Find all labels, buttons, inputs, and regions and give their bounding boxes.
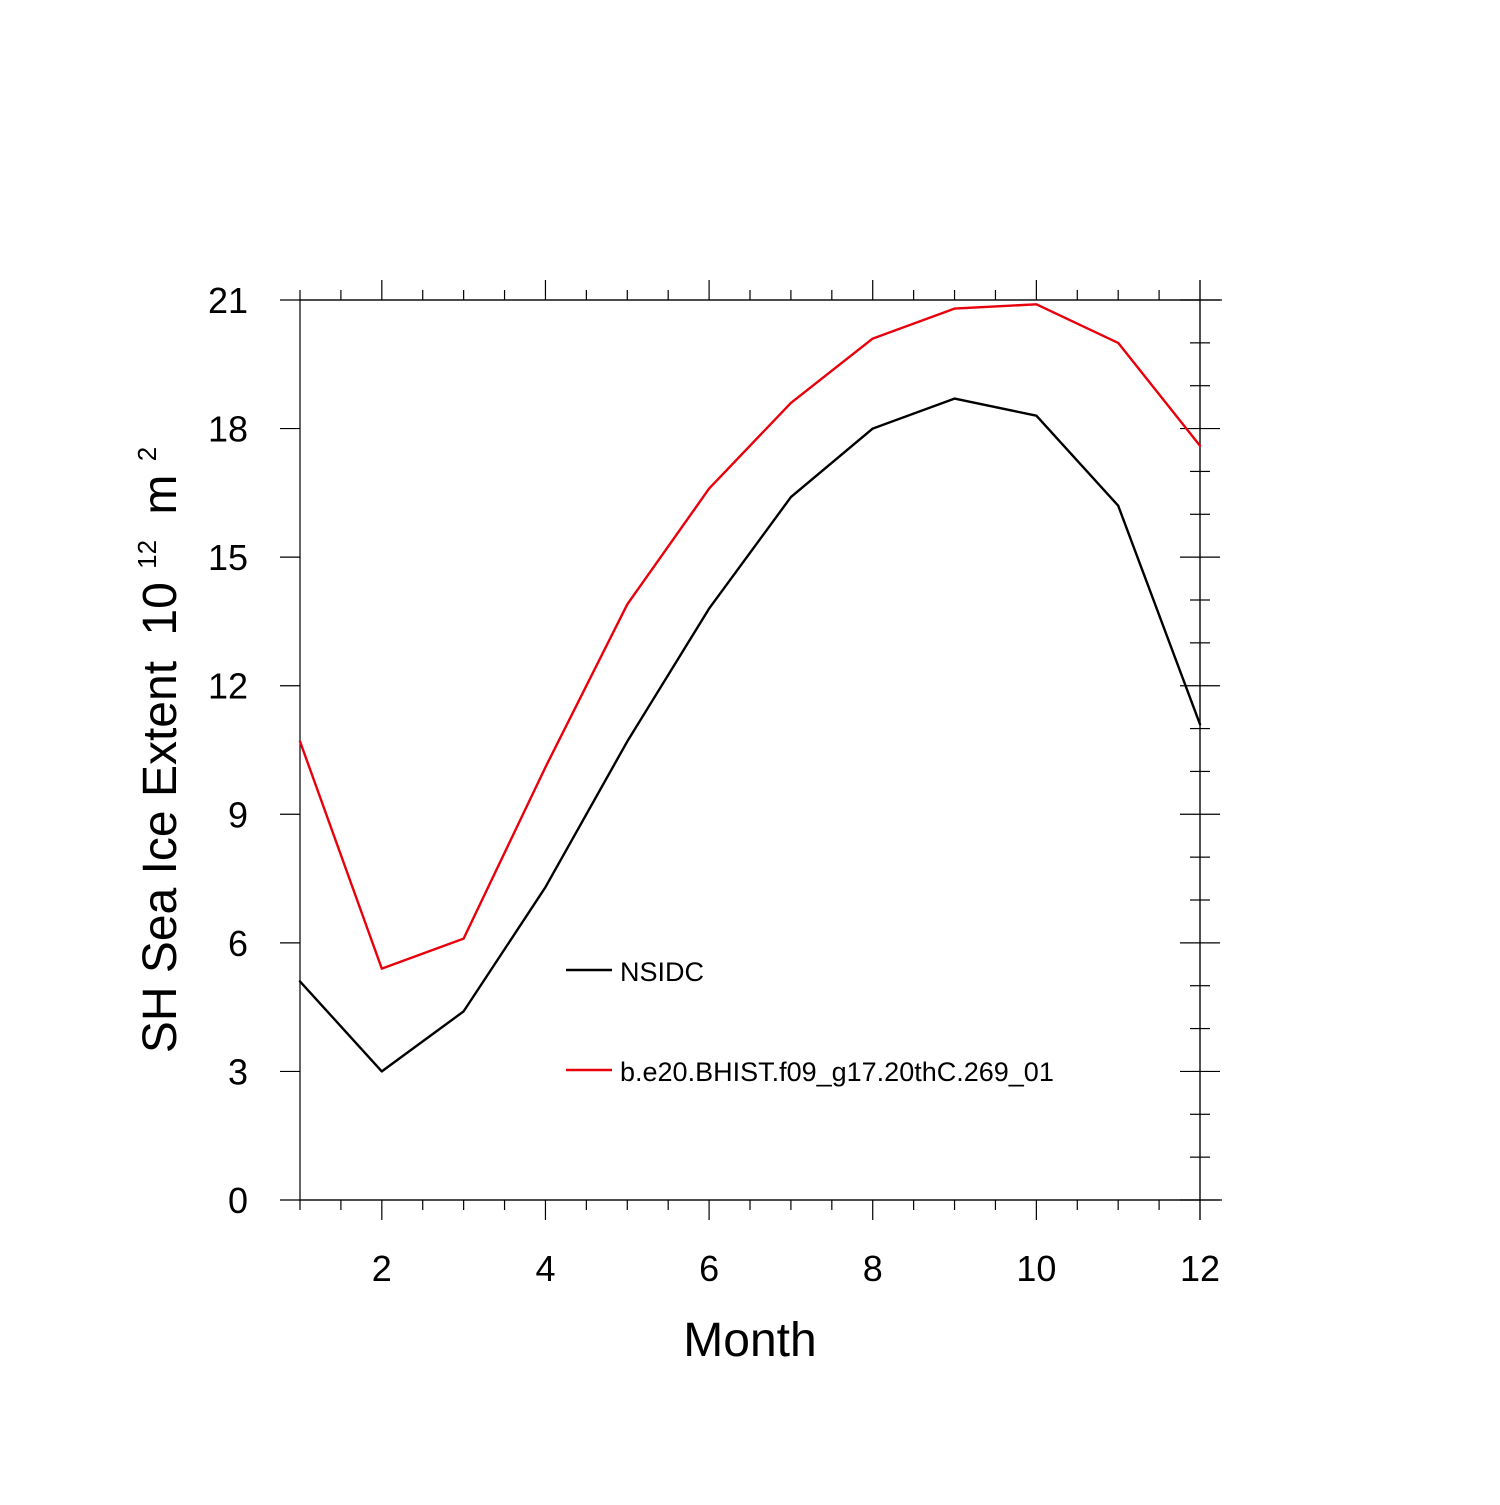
y-tick-label: 3 <box>228 1051 248 1092</box>
y-tick-label: 6 <box>228 923 248 964</box>
series-lines <box>298 303 1202 1073</box>
x-tick-label: 2 <box>372 1248 392 1289</box>
y-axis-unit-symbol: m <box>134 475 187 515</box>
x-axis-title: Month <box>683 1314 816 1367</box>
y-axis-unit-base: 10 <box>134 582 187 635</box>
y-tick-label: 15 <box>208 537 248 578</box>
tick-labels: 2 4 6 8 10 12 0 3 6 9 12 15 18 21 <box>208 280 1220 1289</box>
plot-frame <box>299 299 1201 1201</box>
series-line-nsidc <box>298 397 1202 1073</box>
legend-label: NSIDC <box>620 957 704 987</box>
series-line-model <box>298 303 1202 970</box>
y-axis-unit-exp: 12 <box>132 540 162 569</box>
x-tick-label: 4 <box>535 1248 555 1289</box>
minor-ticks <box>299 290 1210 1210</box>
x-tick-label: 10 <box>1016 1248 1056 1289</box>
legend-label: b.e20.BHIST.f09_g17.20thC.269_01 <box>620 1057 1054 1087</box>
y-tick-label: 9 <box>228 794 248 835</box>
y-tick-label: 18 <box>208 409 248 450</box>
y-axis-title: SH Sea Ice Extent 10 12 m 2 <box>114 447 187 1053</box>
y-axis-title-main: SH Sea Ice Extent <box>134 661 187 1053</box>
y-axis-unit-symbol-exp: 2 <box>132 447 162 461</box>
x-tick-label: 6 <box>699 1248 719 1289</box>
y-tick-label: 12 <box>208 666 248 707</box>
x-tick-label: 8 <box>863 1248 883 1289</box>
y-tick-label: 21 <box>208 280 248 321</box>
x-tick-label: 12 <box>1180 1248 1220 1289</box>
legend: NSIDC b.e20.BHIST.f09_g17.20thC.269_01 <box>566 957 1054 1087</box>
y-tick-label: 0 <box>228 1180 248 1221</box>
